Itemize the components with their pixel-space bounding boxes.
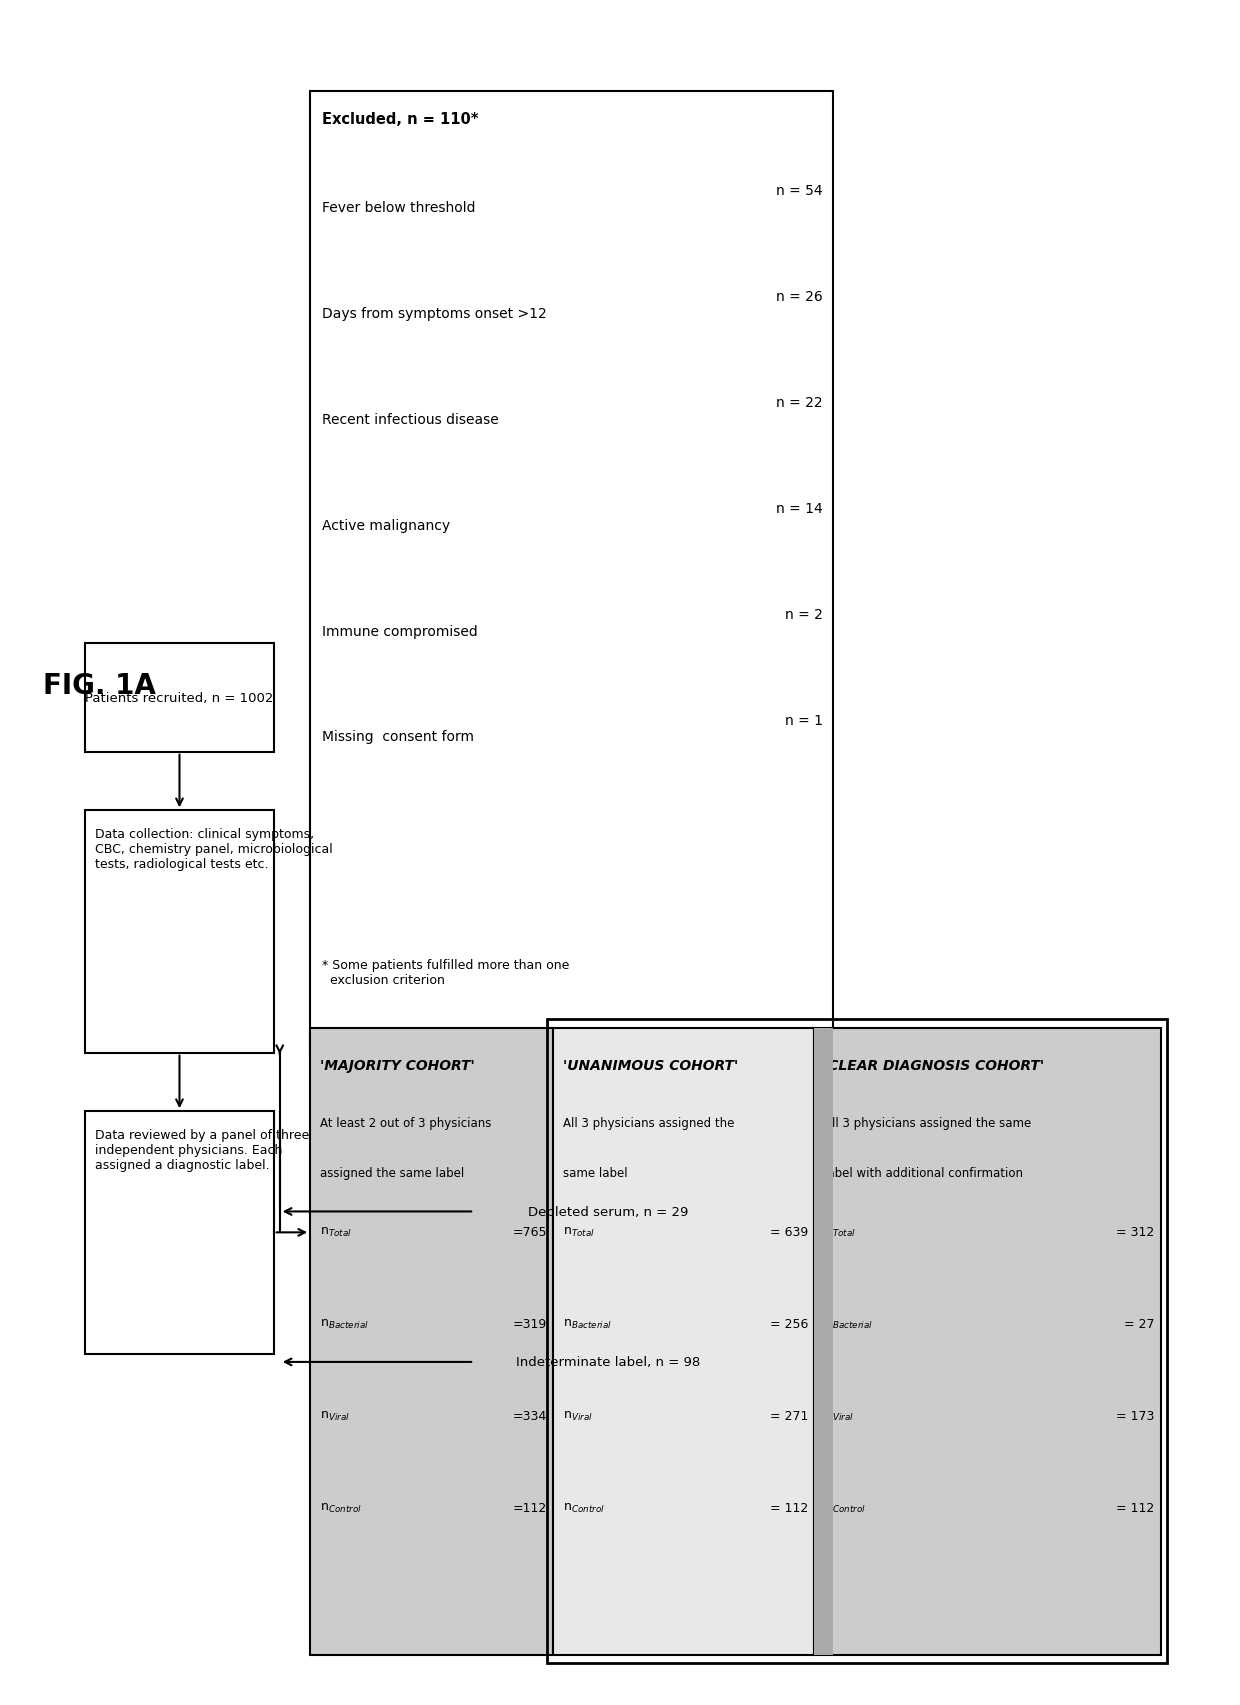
Text: = 312: = 312	[1116, 1226, 1154, 1238]
Bar	[86, 810, 274, 1054]
Text: Depleted serum, n = 29: Depleted serum, n = 29	[528, 1205, 688, 1219]
Bar	[815, 1028, 833, 1654]
Text: Data reviewed by a panel of three
independent physicians. Each
assigned a diagno: Data reviewed by a panel of three indepe…	[95, 1129, 309, 1171]
Bar	[310, 1028, 553, 1654]
Bar	[310, 92, 832, 1054]
Text: At least 2 out of 3 physicians: At least 2 out of 3 physicians	[320, 1117, 491, 1129]
Text: * Some patients fulfilled more than one
  exclusion criterion: * Some patients fulfilled more than one …	[322, 958, 569, 985]
Text: 'CLEAR DIAGNOSIS COHORT': 'CLEAR DIAGNOSIS COHORT'	[825, 1059, 1044, 1072]
Text: Fever below threshold: Fever below threshold	[322, 201, 476, 215]
Bar	[474, 1313, 742, 1412]
Text: n$_{Total}$: n$_{Total}$	[563, 1226, 595, 1238]
Text: n$_{Viral}$: n$_{Viral}$	[825, 1408, 854, 1422]
Text: = 271: = 271	[770, 1408, 808, 1422]
Text: n$_{Bacterial}$: n$_{Bacterial}$	[825, 1316, 873, 1330]
Text: n = 26: n = 26	[776, 290, 823, 303]
Text: n$_{Total}$: n$_{Total}$	[825, 1226, 856, 1238]
Text: n = 22: n = 22	[776, 396, 823, 409]
Text: Immune compromised: Immune compromised	[322, 624, 479, 638]
Text: n = 14: n = 14	[776, 501, 823, 515]
Text: n$_{Viral}$: n$_{Viral}$	[320, 1408, 350, 1422]
Text: = 27: = 27	[1125, 1316, 1154, 1330]
Bar	[86, 1112, 274, 1354]
Text: n$_{Viral}$: n$_{Viral}$	[563, 1408, 593, 1422]
Bar	[547, 1020, 1167, 1662]
Text: n = 2: n = 2	[785, 607, 823, 621]
Text: assigned the same label: assigned the same label	[320, 1166, 464, 1180]
Text: n$_{Control}$: n$_{Control}$	[563, 1500, 605, 1514]
Text: Recent infectious disease: Recent infectious disease	[322, 413, 498, 426]
Text: All 3 physicians assigned the: All 3 physicians assigned the	[563, 1117, 734, 1129]
Text: Data collection: clinical symptoms,
CBC, chemistry panel, microbiological
tests,: Data collection: clinical symptoms, CBC,…	[95, 827, 332, 871]
Text: =765: =765	[512, 1226, 547, 1238]
Text: label with additional confirmation: label with additional confirmation	[825, 1166, 1023, 1180]
Text: =112: =112	[513, 1500, 547, 1514]
Text: n$_{Control}$: n$_{Control}$	[320, 1500, 362, 1514]
Text: n$_{Total}$: n$_{Total}$	[320, 1226, 352, 1238]
Text: = 112: = 112	[1116, 1500, 1154, 1514]
Text: = 639: = 639	[770, 1226, 808, 1238]
Text: n$_{Bacterial}$: n$_{Bacterial}$	[320, 1316, 368, 1330]
Text: n$_{Bacterial}$: n$_{Bacterial}$	[563, 1316, 611, 1330]
Text: n = 54: n = 54	[776, 184, 823, 198]
Text: Active malignancy: Active malignancy	[322, 518, 450, 532]
Bar	[474, 1161, 742, 1262]
Text: Patients recruited, n = 1002: Patients recruited, n = 1002	[86, 692, 274, 704]
Text: Days from symptoms onset >12: Days from symptoms onset >12	[322, 307, 547, 321]
Text: Missing  consent form: Missing consent form	[322, 730, 474, 743]
Text: Excluded, n = 110*: Excluded, n = 110*	[322, 113, 479, 128]
Text: n$_{Control}$: n$_{Control}$	[825, 1500, 866, 1514]
Text: =334: =334	[513, 1408, 547, 1422]
Bar	[86, 643, 274, 752]
Text: 'UNANIMOUS COHORT': 'UNANIMOUS COHORT'	[563, 1059, 738, 1072]
Text: Indeterminate label, n = 98: Indeterminate label, n = 98	[516, 1355, 699, 1369]
Bar	[815, 1028, 1161, 1654]
Text: FIG. 1A: FIG. 1A	[42, 672, 156, 699]
Text: n = 1: n = 1	[785, 713, 823, 728]
Text: = 112: = 112	[770, 1500, 808, 1514]
Text: 'MAJORITY COHORT': 'MAJORITY COHORT'	[320, 1059, 475, 1072]
Text: =319: =319	[513, 1316, 547, 1330]
Text: = 173: = 173	[1116, 1408, 1154, 1422]
Text: same label: same label	[563, 1166, 627, 1180]
Text: = 256: = 256	[770, 1316, 808, 1330]
Text: All 3 physicians assigned the same: All 3 physicians assigned the same	[825, 1117, 1032, 1129]
Bar	[553, 1028, 815, 1654]
